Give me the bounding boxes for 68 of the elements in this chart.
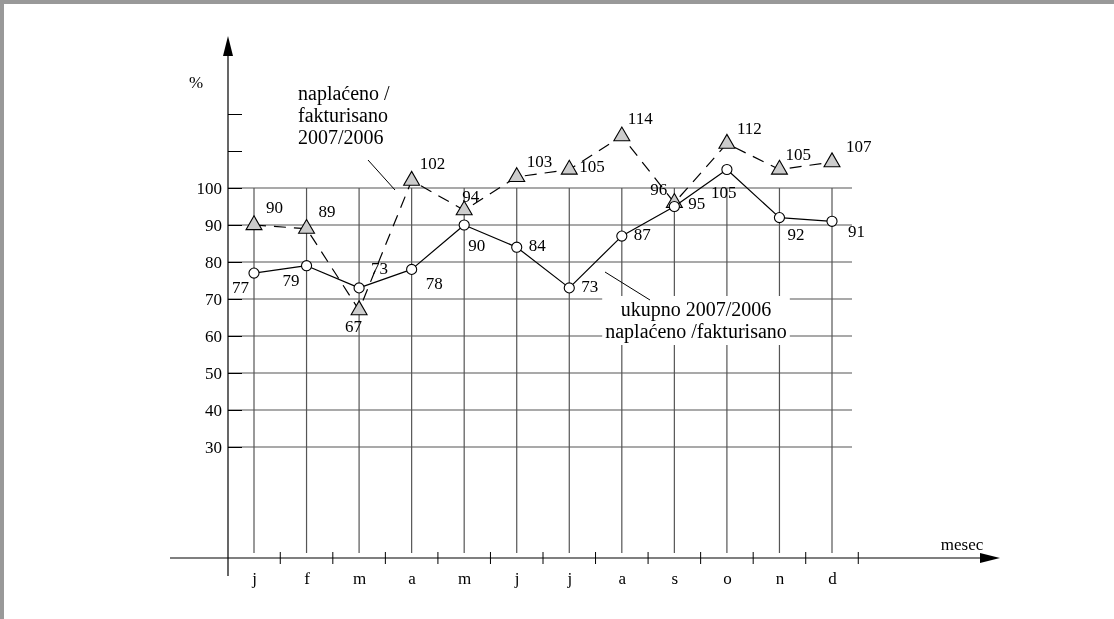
data-label: 67 xyxy=(345,317,363,337)
data-label: 90 xyxy=(266,198,283,217)
data-label: 89 xyxy=(318,201,336,221)
point xyxy=(826,215,838,227)
x-tick-label: m xyxy=(458,569,472,589)
point xyxy=(511,241,523,253)
data-label: 84 xyxy=(528,236,547,256)
x-tick-label: n xyxy=(775,569,785,589)
data-label: 102 xyxy=(419,153,446,173)
data-label: 103 xyxy=(526,151,553,171)
y-tick-label: 70 xyxy=(205,289,222,309)
data-label: 105 xyxy=(785,144,811,164)
x-tick-label: m xyxy=(352,569,367,589)
x-tick-label: s xyxy=(671,569,679,589)
point xyxy=(823,152,841,168)
series-label: naplaćeno / fakturisano 2007/2006 xyxy=(298,82,391,148)
point xyxy=(298,218,316,234)
x-tick-label: d xyxy=(828,569,838,589)
point xyxy=(248,267,260,279)
y-tick-label: 100 xyxy=(196,178,222,198)
point xyxy=(403,170,421,186)
point xyxy=(613,126,631,142)
y-axis-title: % xyxy=(188,73,204,92)
data-label: 79 xyxy=(282,270,300,290)
point xyxy=(560,159,578,175)
x-tick-label: j xyxy=(513,569,520,589)
x-tick-label: a xyxy=(408,569,417,589)
point xyxy=(353,282,365,294)
data-label: 114 xyxy=(627,109,654,129)
text: mesec xyxy=(940,535,984,554)
data-label: 94 xyxy=(462,187,480,207)
data-label: 73 xyxy=(371,258,389,278)
legend-label: ukupno 2007/2006 naplaćeno /fakturisano xyxy=(605,298,787,343)
y-tick-label: 30 xyxy=(205,437,222,457)
x-tick-label: o xyxy=(723,569,732,589)
data-label: 112 xyxy=(736,118,762,138)
y-tick-label: 50 xyxy=(205,363,222,383)
x-tick-label: f xyxy=(304,569,311,589)
y-tick-label: 80 xyxy=(205,252,222,272)
data-label: 92 xyxy=(787,224,805,244)
data-label: 107 xyxy=(846,137,872,157)
data-label: 105 xyxy=(710,182,737,202)
data-label: 105 xyxy=(579,156,605,176)
point xyxy=(616,230,628,242)
point xyxy=(508,167,526,183)
point xyxy=(770,159,788,175)
x-tick-label: j xyxy=(251,569,257,589)
y-tick-label: 40 xyxy=(205,400,222,420)
point xyxy=(458,219,470,231)
data-label: 87 xyxy=(633,225,652,245)
data-label: 90 xyxy=(468,236,486,255)
point xyxy=(563,282,575,294)
point xyxy=(773,212,786,224)
point xyxy=(455,200,473,216)
point xyxy=(245,215,263,231)
point xyxy=(300,260,313,272)
data-label: 91 xyxy=(848,222,865,242)
data-label: 78 xyxy=(425,274,443,294)
x-tick-label: a xyxy=(618,569,627,589)
data-label: 77 xyxy=(232,278,250,298)
data-label: 96 xyxy=(650,179,668,199)
data-label: 95 xyxy=(688,193,706,213)
y-tick-label: 60 xyxy=(205,326,222,346)
point xyxy=(718,133,736,149)
data-label: 73 xyxy=(581,276,599,296)
point xyxy=(406,263,418,275)
x-tick-label: j xyxy=(566,569,573,589)
y-tick-label: 90 xyxy=(205,215,222,235)
